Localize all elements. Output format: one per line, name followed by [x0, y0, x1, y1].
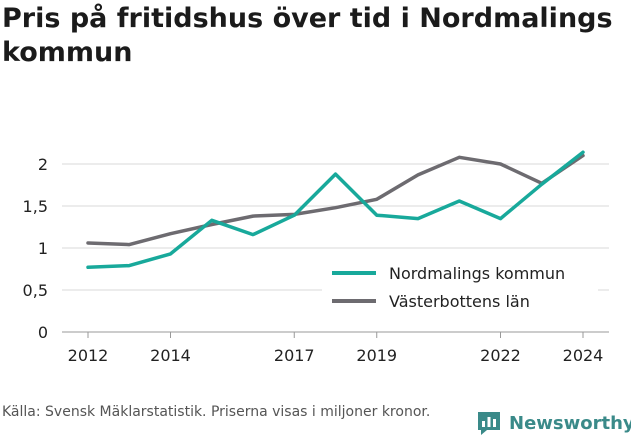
line-chart: 0 0,5 1 1,5 2 2012 2014 2017 2019 2022 2024 Nordm… [23, 150, 609, 365]
x-tick-label: 2024 [563, 346, 604, 365]
y-tick-label: 0 [38, 323, 48, 342]
chart-title: Pris på fritidshus över tid i Nordmaling… [2, 3, 613, 68]
brand-logo: Newsworthy [475, 408, 631, 438]
legend: Nordmalings kommun Västerbottens län [322, 258, 598, 320]
x-tick-label: 2014 [150, 346, 191, 365]
brand-name: Newsworthy [509, 412, 631, 434]
legend-label-0: Nordmalings kommun [389, 264, 565, 283]
x-tick-label: 2019 [356, 346, 397, 365]
bar-chart-speech-bubble-icon [478, 412, 500, 435]
series-lines [86, 150, 585, 270]
x-tick-label: 2017 [274, 346, 315, 365]
x-tick-label: 2012 [68, 346, 109, 365]
y-tick-label: 0,5 [23, 281, 48, 300]
y-tick-label: 2 [38, 155, 48, 174]
source-note: Källa: Svensk Mäklarstatistik. Priserna … [2, 404, 431, 420]
x-tick-label: 2022 [480, 346, 521, 365]
series-line-1 [86, 153, 585, 247]
y-axis-tick-labels: 0 0,5 1 1,5 2 [23, 155, 48, 342]
legend-label-1: Västerbottens län [389, 292, 530, 311]
legend-box [322, 258, 598, 320]
x-axis-ticks: 2012 2014 2017 2019 2022 2024 [68, 332, 604, 365]
y-tick-label: 1,5 [23, 197, 48, 216]
y-tick-label: 1 [38, 239, 48, 258]
series-line-0 [86, 150, 585, 270]
